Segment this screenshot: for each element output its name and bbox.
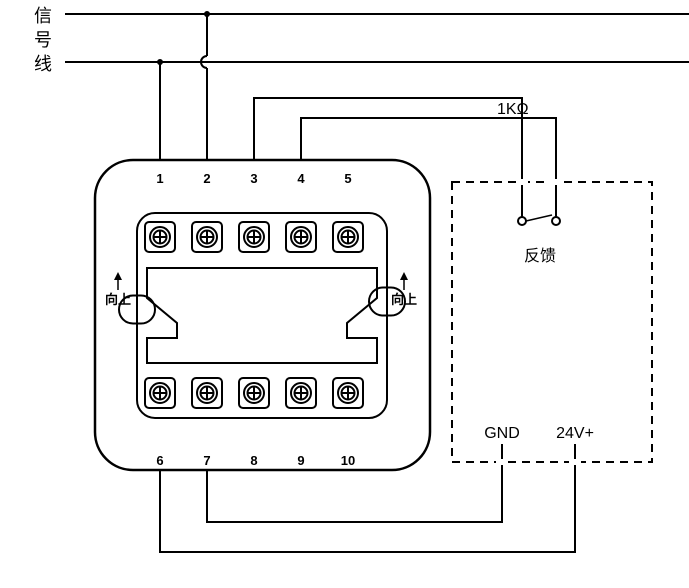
terminal-label-9: 9 xyxy=(297,453,304,468)
screw-bottom-10 xyxy=(333,378,363,408)
terminal-label-6: 6 xyxy=(156,453,163,468)
terminal-label-10: 10 xyxy=(341,453,355,468)
feedback-label: 反馈 xyxy=(524,247,556,265)
signal-label-3: 线 xyxy=(34,54,52,74)
terminal-label-4: 4 xyxy=(297,171,305,186)
up-label-left: 向上 xyxy=(105,292,131,307)
feedback-contact-a xyxy=(518,217,526,225)
feedback-contact-b xyxy=(552,217,560,225)
screw-top-2 xyxy=(192,222,222,252)
gnd-label: GND xyxy=(484,425,520,442)
resistor-label: 1KΩ xyxy=(497,101,529,118)
terminal-label-5: 5 xyxy=(344,171,351,186)
wiring-diagram: 信号线向上 向上 1 2 3 4 5 6 7 8 9 10 1KΩ 反馈 GND 24V+ xyxy=(0,0,689,588)
screw-bottom-8 xyxy=(239,378,269,408)
terminal-label-7: 7 xyxy=(203,453,210,468)
screw-bottom-9 xyxy=(286,378,316,408)
wire-t3 xyxy=(254,98,477,160)
node-t1 xyxy=(157,59,163,65)
screw-bottom-7 xyxy=(192,378,222,408)
terminal-label-2: 2 xyxy=(203,171,210,186)
terminal-label-8: 8 xyxy=(250,453,257,468)
screw-top-3 xyxy=(239,222,269,252)
v24-label: 24V+ xyxy=(556,425,594,442)
screw-top-5 xyxy=(333,222,363,252)
signal-label-2: 号 xyxy=(34,30,52,50)
screw-top-1 xyxy=(145,222,175,252)
wire-t4 xyxy=(301,118,477,160)
wire-t4-down xyxy=(477,118,556,217)
screw-bottom-6 xyxy=(145,378,175,408)
terminal-label-3: 3 xyxy=(250,171,257,186)
signal-label-1: 信 xyxy=(34,6,52,26)
node-t2 xyxy=(204,11,210,17)
screw-top-4 xyxy=(286,222,316,252)
up-label-right: 向上 xyxy=(391,292,417,307)
terminal-label-1: 1 xyxy=(156,171,163,186)
